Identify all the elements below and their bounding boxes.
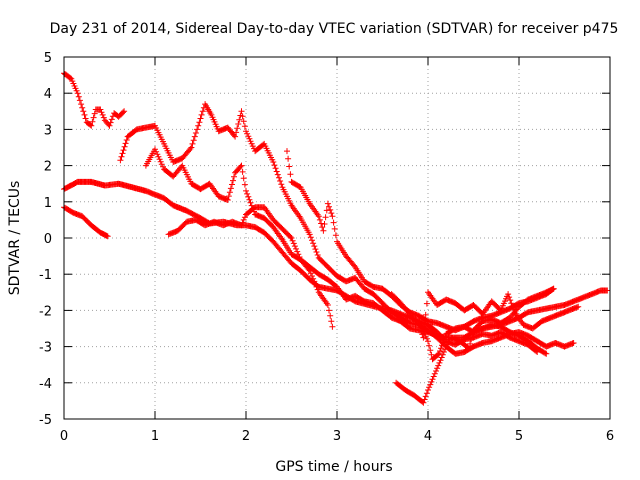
x-tick-label: 0 [60, 429, 68, 444]
series-markers [61, 70, 128, 129]
y-tick-label: 5 [44, 51, 52, 66]
series-markers [284, 148, 557, 334]
y-tick-label: 0 [44, 232, 52, 247]
y-tick-label: -4 [39, 377, 52, 392]
y-tick-label: -2 [39, 304, 52, 319]
y-tick-label: 4 [44, 87, 52, 102]
series-markers [142, 146, 611, 341]
series-track-7 [284, 148, 557, 334]
x-tick-label: 6 [606, 429, 614, 444]
y-tick-label: -3 [39, 341, 52, 356]
chart-title: Day 231 of 2014, Sidereal Day-to-day VTE… [50, 21, 619, 37]
series-track-1 [61, 70, 128, 129]
series-track-10 [415, 318, 550, 363]
x-axis-label: GPS time / hours [275, 459, 392, 475]
axis-ticks [63, 56, 611, 420]
series-markers [393, 285, 557, 406]
x-tick-label: 1 [151, 429, 159, 444]
series-track-6 [165, 204, 336, 330]
y-tick-label: 1 [44, 196, 52, 211]
x-tick-label: 5 [515, 429, 523, 444]
y-tick-label: -1 [39, 268, 52, 283]
grid [64, 57, 610, 419]
series-track-9 [393, 285, 557, 406]
x-tick-label: 4 [424, 429, 432, 444]
x-tick-labels: 0 1 2 3 4 5 6 [60, 429, 614, 444]
series-markers [165, 204, 336, 330]
series-markers [415, 318, 550, 363]
y-axis-label: SDTVAR / TECUs [7, 181, 23, 296]
series-markers [61, 204, 111, 240]
x-tick-label: 2 [242, 429, 250, 444]
y-tick-label: 3 [44, 123, 52, 138]
data-points [61, 70, 611, 406]
y-tick-labels: -5 -4 -3 -2 -1 0 1 2 3 4 5 [39, 51, 52, 428]
x-tick-label: 3 [333, 429, 341, 444]
series-track-5 [142, 146, 611, 341]
y-tick-label: 2 [44, 160, 52, 175]
y-tick-label: -5 [39, 413, 52, 428]
series-track-2 [61, 204, 111, 240]
